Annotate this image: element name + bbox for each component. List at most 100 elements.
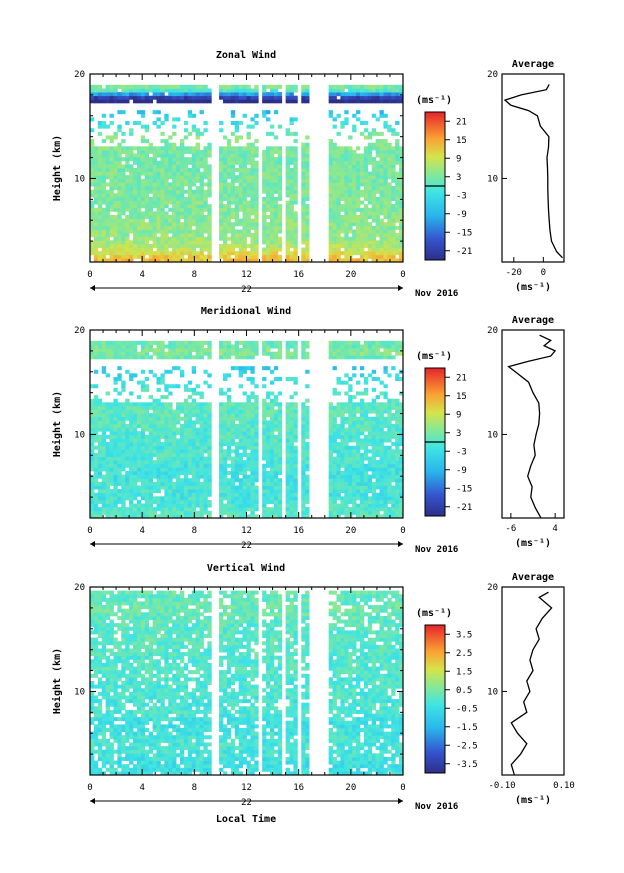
heatmap-cell bbox=[301, 510, 306, 515]
heatmap-cell bbox=[195, 196, 200, 201]
heatmap-cell bbox=[129, 204, 134, 209]
heatmap-cell bbox=[348, 196, 353, 201]
heatmap-cell bbox=[101, 481, 107, 486]
heatmap-cell bbox=[133, 189, 138, 194]
heatmap-cell bbox=[97, 405, 103, 410]
heatmap-cell bbox=[105, 258, 110, 262]
heatmap-cell bbox=[183, 478, 189, 483]
heatmap-cell bbox=[340, 496, 345, 501]
heatmap-cell bbox=[285, 507, 290, 512]
heatmap-cell bbox=[179, 211, 185, 216]
heatmap-cell bbox=[168, 222, 173, 227]
heatmap-cell bbox=[187, 467, 193, 472]
heatmap-cell bbox=[250, 507, 255, 512]
heatmap-cell bbox=[356, 175, 361, 180]
heatmap-cell bbox=[97, 99, 103, 104]
heatmap-cell bbox=[359, 478, 365, 483]
heatmap-cell bbox=[129, 254, 134, 259]
heatmap-cell bbox=[254, 434, 259, 439]
heatmap-cell bbox=[226, 254, 232, 259]
heatmap-cell bbox=[399, 236, 403, 241]
heatmap-cell bbox=[117, 449, 122, 454]
heatmap-cell bbox=[277, 84, 283, 89]
heatmap-cell bbox=[230, 496, 236, 501]
heatmap-cell bbox=[399, 251, 403, 256]
heatmap-cell bbox=[187, 113, 193, 118]
heatmap-cell bbox=[332, 218, 337, 223]
heatmap-cell bbox=[301, 351, 306, 356]
heatmap-cell bbox=[101, 507, 107, 512]
heatmap-cell bbox=[203, 229, 208, 234]
heatmap-cell bbox=[136, 168, 142, 173]
heatmap-cell bbox=[160, 445, 165, 450]
heatmap-cell bbox=[133, 503, 138, 508]
heatmap-cell bbox=[219, 182, 224, 187]
heatmap-cell bbox=[277, 377, 283, 382]
heatmap-cell bbox=[93, 258, 99, 262]
heatmap-cell bbox=[273, 204, 279, 209]
heatmap-cell bbox=[219, 243, 224, 248]
heatmap-cell bbox=[344, 514, 349, 518]
heatmap-cell bbox=[277, 254, 283, 259]
heatmap-cell bbox=[332, 420, 337, 425]
heatmap-cell bbox=[242, 95, 247, 100]
heatmap-cell bbox=[109, 496, 114, 501]
heatmap-cell bbox=[191, 182, 197, 187]
heatmap-cell bbox=[148, 196, 153, 201]
heatmap-cell bbox=[293, 463, 298, 468]
heatmap-cell bbox=[226, 171, 232, 176]
heatmap-cell bbox=[336, 186, 341, 191]
heatmap-cell bbox=[246, 485, 251, 490]
heatmap-cell bbox=[219, 149, 224, 154]
heatmap-cell bbox=[125, 189, 130, 194]
heatmap-cell bbox=[195, 204, 200, 209]
heatmap-cell bbox=[113, 427, 118, 432]
heatmap-cell bbox=[254, 258, 259, 262]
heatmap-cell bbox=[101, 182, 107, 187]
heatmap-cell bbox=[336, 218, 341, 223]
heatmap-cell bbox=[113, 88, 118, 93]
heatmap-cell bbox=[156, 178, 161, 183]
heatmap-cell bbox=[133, 409, 138, 414]
x-tick-label: 12 bbox=[241, 270, 252, 280]
heatmap-cell bbox=[176, 211, 181, 216]
heatmap-cell bbox=[219, 196, 224, 201]
heatmap-cell bbox=[160, 434, 165, 439]
heatmap-cell bbox=[254, 485, 259, 490]
heatmap-cell bbox=[399, 247, 403, 252]
heatmap-cell bbox=[136, 207, 142, 212]
heatmap-cell bbox=[226, 193, 232, 198]
heatmap-cell bbox=[395, 204, 400, 209]
heatmap-cell bbox=[133, 240, 138, 245]
heatmap-cell bbox=[172, 131, 177, 136]
heatmap-cell bbox=[246, 229, 251, 234]
heatmap-cell bbox=[136, 445, 142, 450]
heatmap-cell bbox=[340, 182, 345, 187]
heatmap-cell bbox=[140, 225, 146, 230]
heatmap-cell bbox=[289, 456, 294, 461]
heatmap-cell bbox=[90, 467, 95, 472]
heatmap-cell bbox=[164, 99, 169, 104]
heatmap-cell bbox=[238, 247, 243, 252]
heatmap-cell bbox=[90, 204, 95, 209]
heatmap-cell bbox=[207, 171, 212, 176]
heatmap-cell bbox=[387, 196, 392, 201]
heatmap-cell bbox=[277, 463, 283, 468]
heatmap-cell bbox=[187, 481, 193, 486]
heatmap-cell bbox=[266, 351, 271, 356]
heatmap-cell bbox=[117, 164, 122, 169]
heatmap-cell bbox=[219, 168, 224, 173]
heatmap-cell bbox=[328, 236, 333, 241]
heatmap-cell bbox=[305, 344, 310, 349]
heatmap-cell bbox=[160, 251, 165, 256]
heatmap-cell bbox=[199, 84, 204, 89]
heatmap-cell bbox=[195, 189, 200, 194]
heatmap-cell bbox=[125, 489, 130, 494]
heatmap-cell bbox=[164, 452, 169, 457]
heatmap-cell bbox=[152, 481, 157, 486]
heatmap-cell bbox=[164, 481, 169, 486]
heatmap-cell bbox=[254, 218, 259, 223]
heatmap-cell bbox=[266, 247, 271, 252]
heatmap-cell bbox=[207, 175, 212, 180]
